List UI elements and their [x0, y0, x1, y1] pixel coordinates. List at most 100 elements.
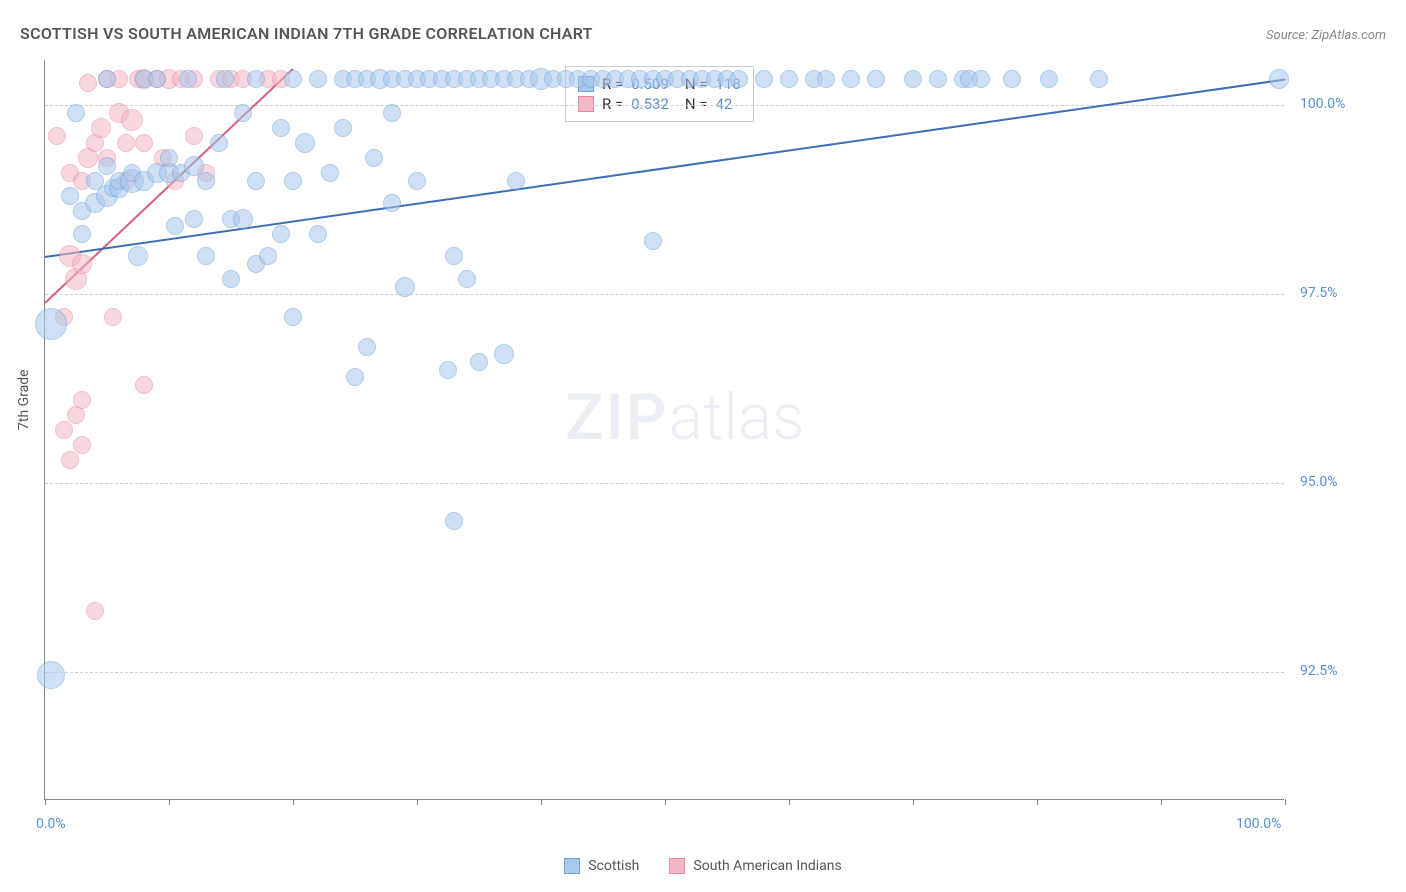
xtick [417, 799, 418, 805]
scatter-point-series1 [445, 247, 463, 265]
scatter-point-series1 [67, 104, 85, 122]
scatter-point-series1 [730, 70, 748, 88]
scatter-point-series2 [135, 134, 153, 152]
scatter-point-series1 [439, 361, 457, 379]
xtick [1037, 799, 1038, 805]
scatter-point-series1 [233, 209, 253, 229]
scatter-point-series2 [117, 134, 135, 152]
scatter-point-series1 [247, 70, 265, 88]
scatter-point-series2 [79, 74, 97, 92]
stats-row-2: R = 0.532 N = 42 [578, 95, 741, 113]
scatter-point-series1 [842, 70, 860, 88]
scatter-point-series2 [91, 118, 111, 138]
scatter-point-series1 [644, 232, 662, 250]
scatter-point-series2 [86, 602, 104, 620]
scatter-point-series1 [272, 225, 290, 243]
watermark-light: atlas [669, 380, 805, 455]
ytick-label: 92.5% [1300, 663, 1338, 679]
stats-r-2: 0.532 [631, 95, 669, 113]
scatter-point-series1 [284, 308, 302, 326]
scatter-point-series1 [295, 133, 315, 153]
scatter-point-series1 [259, 247, 277, 265]
scatter-point-series1 [321, 164, 339, 182]
scatter-point-series1 [817, 70, 835, 88]
scatter-point-series2 [55, 421, 73, 439]
scatter-point-series1 [234, 104, 252, 122]
scatter-point-series1 [73, 225, 91, 243]
scatter-point-series1 [1040, 70, 1058, 88]
legend-item-2: South American Indians [669, 858, 841, 874]
legend-label-2: South American Indians [693, 858, 841, 874]
chart-container: SCOTTISH VS SOUTH AMERICAN INDIAN 7TH GR… [0, 0, 1406, 892]
scatter-point-series2 [185, 127, 203, 145]
legend-swatch-1 [564, 858, 580, 874]
scatter-point-series1 [210, 134, 228, 152]
scatter-point-series1 [272, 119, 290, 137]
scatter-point-series1 [309, 70, 327, 88]
xtick [665, 799, 666, 805]
scatter-point-series1 [408, 172, 426, 190]
xtick [293, 799, 294, 805]
scatter-point-series1 [755, 70, 773, 88]
scatter-point-series1 [61, 187, 79, 205]
scatter-point-series1 [780, 70, 798, 88]
legend-item-1: Scottish [564, 858, 639, 874]
stats-n-label-2: N = [685, 95, 708, 113]
scatter-point-series2 [135, 376, 153, 394]
scatter-point-series2 [121, 109, 143, 131]
scatter-point-series1 [284, 172, 302, 190]
xtick [541, 799, 542, 805]
xtick-label: 100.0% [1236, 816, 1281, 832]
xtick-label: 0.0% [36, 816, 66, 832]
scatter-point-series1 [458, 270, 476, 288]
ytick-label: 95.0% [1300, 474, 1338, 490]
scatter-point-series1 [284, 70, 302, 88]
scatter-point-series1 [179, 70, 197, 88]
scatter-point-series2 [48, 127, 66, 145]
scatter-point-series1 [383, 104, 401, 122]
xtick [1285, 799, 1286, 805]
scatter-point-series1 [98, 157, 116, 175]
source-attribution: Source: ZipAtlas.com [1266, 28, 1386, 43]
scatter-point-series2 [61, 451, 79, 469]
scatter-point-series1 [470, 353, 488, 371]
scatter-point-series1 [309, 225, 327, 243]
scatter-point-series1 [128, 246, 148, 266]
gridline-h [45, 672, 1284, 673]
scatter-point-series1 [98, 70, 116, 88]
y-axis-label: 7th Grade [16, 369, 32, 430]
scatter-point-series1 [358, 338, 376, 356]
xtick [913, 799, 914, 805]
scatter-point-series1 [395, 277, 415, 297]
scatter-point-series1 [507, 172, 525, 190]
scatter-point-series1 [197, 172, 215, 190]
scatter-point-series1 [37, 661, 65, 689]
ytick-label: 100.0% [1300, 96, 1345, 112]
xtick [169, 799, 170, 805]
scatter-point-series1 [383, 194, 401, 212]
scatter-point-series1 [166, 217, 184, 235]
ytick-label: 97.5% [1300, 285, 1338, 301]
scatter-point-series1 [222, 270, 240, 288]
scatter-point-series1 [365, 149, 383, 167]
scatter-point-series1 [1003, 70, 1021, 88]
plot-area: ZIPatlas R = 0.509 N = 118 R = 0.532 N =… [44, 60, 1284, 800]
xtick [45, 799, 46, 805]
watermark-bold: ZIP [565, 380, 669, 455]
scatter-point-series1 [346, 368, 364, 386]
legend-swatch-2 [669, 858, 685, 874]
scatter-point-series2 [104, 308, 122, 326]
watermark: ZIPatlas [565, 380, 805, 455]
scatter-point-series1 [247, 172, 265, 190]
gridline-h [45, 483, 1284, 484]
scatter-point-series1 [148, 70, 166, 88]
source-name: ZipAtlas.com [1311, 28, 1386, 43]
scatter-point-series1 [929, 70, 947, 88]
scatter-point-series1 [494, 344, 514, 364]
stats-n-2: 42 [716, 95, 733, 113]
scatter-point-series1 [160, 149, 178, 167]
scatter-point-series1 [972, 70, 990, 88]
scatter-point-series1 [867, 70, 885, 88]
scatter-point-series2 [72, 254, 92, 274]
scatter-point-series1 [35, 308, 67, 340]
